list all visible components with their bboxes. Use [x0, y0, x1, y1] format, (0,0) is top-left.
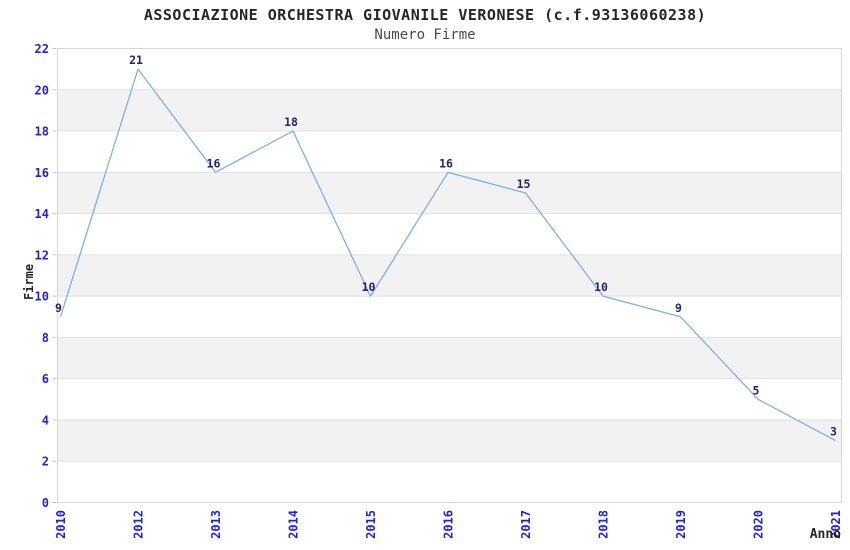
x-tick-label: 2010: [54, 510, 68, 539]
y-tick-label: 22: [35, 42, 49, 56]
data-point-label: 10: [362, 280, 376, 294]
y-tick-label: 10: [35, 290, 49, 304]
x-tick-label: 2017: [519, 510, 533, 539]
x-tick-label: 2021: [829, 510, 843, 539]
y-tick-label: 18: [35, 125, 49, 139]
x-axis-title: Anno: [809, 527, 841, 542]
data-point-label: 16: [207, 156, 221, 170]
grid-band: [57, 254, 842, 297]
x-tick-label: 2015: [364, 510, 378, 539]
y-tick-label: 4: [42, 413, 49, 427]
data-line: [59, 68, 836, 442]
y-tick-label: 16: [35, 166, 49, 180]
data-point-label: 18: [284, 115, 298, 129]
y-tick-label: 0: [42, 496, 49, 510]
data-point-label: 3: [830, 425, 837, 439]
data-point-label: 10: [594, 280, 608, 294]
chart-title: ASSOCIAZIONE ORCHESTRA GIOVANILE VERONES…: [143, 6, 707, 24]
y-tick-label: 14: [35, 207, 49, 221]
x-tick-label: 2016: [442, 510, 456, 539]
y-tick-label: 2: [42, 455, 49, 469]
data-point-label: 9: [675, 301, 682, 315]
data-point-label: 15: [517, 177, 531, 191]
x-tick-label: 2012: [132, 510, 146, 539]
data-point-label: 5: [753, 383, 760, 397]
y-tick-label: 20: [35, 83, 49, 97]
y-tick-label: 12: [35, 248, 49, 262]
plot-frame: [57, 48, 842, 503]
data-point-label: 21: [129, 53, 143, 67]
data-point-label: 9: [55, 301, 62, 315]
grid-band: [57, 419, 842, 462]
data-point-label: 16: [439, 156, 453, 170]
grid-band: [57, 337, 842, 379]
chart-subtitle: Numero Firme: [374, 27, 476, 43]
y-axis-title: Firme: [22, 263, 36, 300]
x-tick-label: 2014: [287, 510, 301, 539]
y-tick-label: 6: [42, 372, 49, 386]
x-tick-label: 2020: [752, 510, 766, 539]
x-tick-label: 2019: [674, 510, 688, 539]
x-tick-label: 2013: [209, 510, 223, 539]
y-tick-label: 8: [42, 331, 49, 345]
grid-band: [57, 89, 842, 132]
grid-band: [57, 172, 842, 214]
x-tick-label: 2018: [597, 510, 611, 539]
